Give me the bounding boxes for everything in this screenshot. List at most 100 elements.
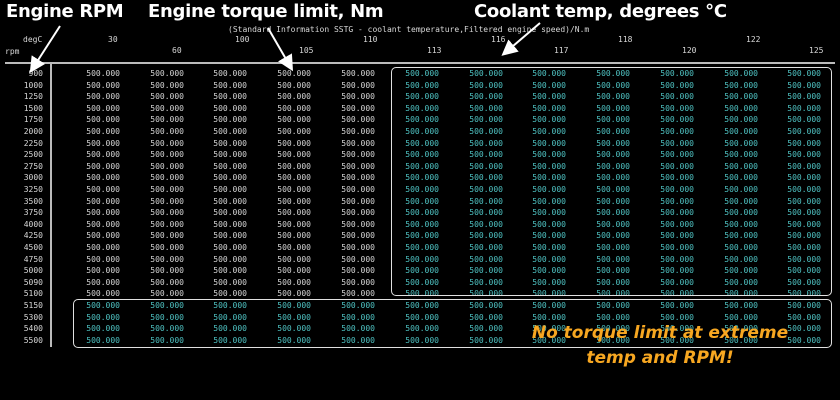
torque-cell: 500.000 (660, 231, 694, 240)
torque-cell: 500.000 (405, 162, 439, 171)
torque-cell: 500.000 (469, 150, 503, 159)
torque-cell: 500.000 (405, 139, 439, 148)
torque-cell: 500.000 (469, 220, 503, 229)
torque-cell: 500.000 (787, 208, 821, 217)
torque-cell: 500.000 (596, 81, 630, 90)
torque-cell: 500.000 (469, 92, 503, 101)
torque-cell: 500.000 (596, 127, 630, 136)
torque-cell: 500.000 (150, 313, 184, 322)
rpm-row-label: 2000 (23, 127, 43, 136)
torque-cell: 500.000 (724, 301, 758, 310)
rpm-divider (50, 63, 52, 347)
torque-cell: 500.000 (787, 69, 821, 78)
torque-cell: 500.000 (277, 243, 311, 252)
high-temp-highlight-box (391, 67, 832, 296)
torque-cell: 500.000 (405, 336, 439, 345)
torque-cell: 500.000 (150, 173, 184, 182)
torque-cell: 500.000 (660, 115, 694, 124)
torque-cell: 500.000 (532, 150, 566, 159)
torque-cell: 500.000 (405, 255, 439, 264)
torque-cell: 500.000 (86, 115, 120, 124)
torque-cell: 500.000 (405, 185, 439, 194)
torque-cell: 500.000 (405, 197, 439, 206)
warning-note-line2: temp and RPM! (586, 348, 734, 368)
torque-cell: 500.000 (86, 92, 120, 101)
torque-cell: 500.000 (596, 278, 630, 287)
rpm-row-label: 5100 (23, 289, 43, 298)
torque-cell: 500.000 (660, 69, 694, 78)
rpm-row-label: 3250 (23, 185, 43, 194)
torque-cell: 500.000 (596, 289, 630, 298)
torque-cell: 500.000 (724, 313, 758, 322)
torque-cell: 500.000 (532, 115, 566, 124)
torque-cell: 500.000 (532, 336, 566, 345)
engine-rpm-callout: Engine RPM (6, 1, 124, 22)
torque-cell: 500.000 (150, 150, 184, 159)
torque-cell: 500.000 (469, 197, 503, 206)
rpm-row-label: 2750 (23, 162, 43, 171)
torque-cell: 500.000 (469, 127, 503, 136)
torque-cell: 500.000 (277, 255, 311, 264)
torque-cell: 500.000 (405, 220, 439, 229)
torque-cell: 500.000 (660, 185, 694, 194)
torque-cell: 500.000 (150, 185, 184, 194)
torque-cell: 500.000 (341, 301, 375, 310)
torque-cell: 500.000 (341, 150, 375, 159)
torque-cell: 500.000 (532, 313, 566, 322)
torque-cell: 500.000 (86, 69, 120, 78)
column-header: 30 (108, 35, 118, 44)
torque-cell: 500.000 (596, 336, 630, 345)
torque-cell: 500.000 (150, 197, 184, 206)
torque-cell: 500.000 (724, 243, 758, 252)
torque-cell: 500.000 (405, 231, 439, 240)
torque-cell: 500.000 (532, 220, 566, 229)
torque-cell: 500.000 (532, 173, 566, 182)
torque-cell: 500.000 (469, 104, 503, 113)
torque-cell: 500.000 (787, 127, 821, 136)
torque-cell: 500.000 (213, 173, 247, 182)
torque-cell: 500.000 (787, 104, 821, 113)
torque-cell: 500.000 (86, 243, 120, 252)
torque-cell: 500.000 (532, 243, 566, 252)
torque-cell: 500.000 (469, 313, 503, 322)
torque-cell: 500.000 (660, 104, 694, 113)
torque-cell: 500.000 (787, 278, 821, 287)
torque-cell: 500.000 (469, 185, 503, 194)
torque-cell: 500.000 (469, 301, 503, 310)
torque-cell: 500.000 (724, 104, 758, 113)
torque-cell: 500.000 (469, 266, 503, 275)
torque-cell: 500.000 (86, 104, 120, 113)
torque-cell: 500.000 (724, 127, 758, 136)
torque-cell: 500.000 (532, 278, 566, 287)
torque-cell: 500.000 (405, 127, 439, 136)
torque-cell: 500.000 (86, 289, 120, 298)
rpm-row-label: 4000 (23, 220, 43, 229)
torque-cell: 500.000 (86, 301, 120, 310)
torque-cell: 500.000 (277, 301, 311, 310)
torque-cell: 500.000 (787, 255, 821, 264)
torque-cell: 500.000 (596, 231, 630, 240)
torque-cell: 500.000 (596, 243, 630, 252)
torque-cell: 500.000 (532, 255, 566, 264)
torque-cell: 500.000 (86, 220, 120, 229)
torque-cell: 500.000 (86, 127, 120, 136)
torque-cell: 500.000 (660, 255, 694, 264)
rpm-row-label: 5500 (23, 336, 43, 345)
torque-cell: 500.000 (660, 301, 694, 310)
torque-cell: 500.000 (86, 324, 120, 333)
torque-cell: 500.000 (213, 92, 247, 101)
torque-cell: 500.000 (787, 289, 821, 298)
torque-cell: 500.000 (213, 266, 247, 275)
torque-cell: 500.000 (469, 81, 503, 90)
torque-cell: 500.000 (150, 208, 184, 217)
torque-cell: 500.000 (213, 231, 247, 240)
torque-cell: 500.000 (86, 278, 120, 287)
torque-cell: 500.000 (213, 255, 247, 264)
torque-cell: 500.000 (86, 231, 120, 240)
torque-cell: 500.000 (277, 266, 311, 275)
torque-cell: 500.000 (86, 208, 120, 217)
torque-cell: 500.000 (724, 162, 758, 171)
torque-cell: 500.000 (532, 162, 566, 171)
torque-cell: 500.000 (213, 127, 247, 136)
